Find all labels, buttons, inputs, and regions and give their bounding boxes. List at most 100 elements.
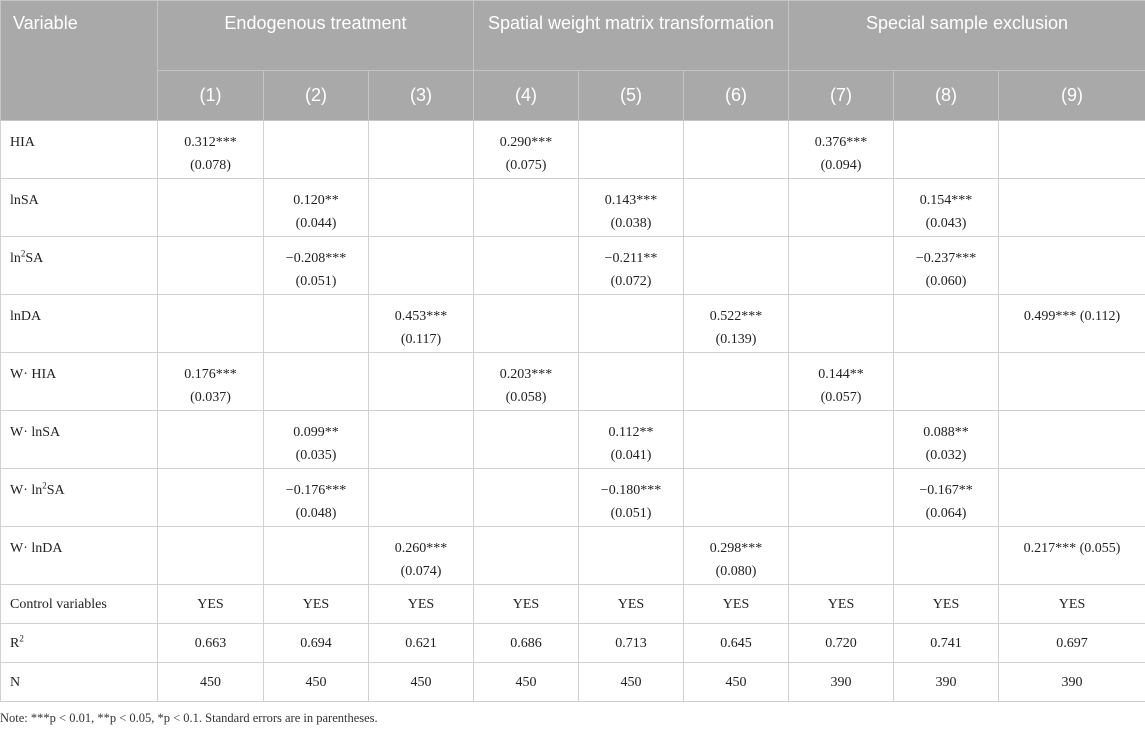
table-cell (368, 236, 474, 295)
table-cell: 450 (473, 662, 579, 702)
column-header: (2) (263, 70, 369, 121)
table-row: HIA 0.312*** (0.078) 0.290*** (0.075) 0.376**… (0, 120, 1145, 179)
coefficient: 0.176*** (184, 367, 237, 382)
table-cell (473, 468, 579, 527)
table-cell (682, 120, 790, 179)
table-cell: 0.298*** (0.080) (682, 526, 790, 585)
table-cell (578, 120, 684, 179)
variable-header: Variable (0, 0, 158, 121)
table-cell: 450 (578, 662, 684, 702)
table-cell: −0.180*** (0.051) (578, 468, 684, 527)
coefficient: −0.208*** (285, 251, 347, 266)
standard-error: (0.051) (295, 274, 337, 289)
table-cell: 0.290*** (0.075) (473, 120, 579, 179)
column-header-row: (1) (2) (3) (4) (5) (6) (7) (8) (9) (1, 70, 1145, 121)
table-cell (682, 410, 790, 469)
coefficient: 0.376*** (814, 135, 868, 150)
coefficient: 0.312*** (184, 135, 237, 150)
standard-error: (0.051) (610, 506, 652, 521)
table-cell: 0.499*** (0.112) (998, 294, 1145, 353)
table-cell: 0.694 (263, 623, 369, 663)
table-row: N 450 450 450 450 450 450 390 390 390 (0, 662, 1145, 702)
table-row: lnSA 0.120** (0.044) 0.143*** (0.038) 0.154**… (0, 178, 1145, 237)
table-cell: 0.741 (893, 623, 1000, 663)
column-header: (6) (682, 70, 790, 121)
table-cell (473, 178, 579, 237)
table-cell: 0.312*** (0.078) (157, 120, 264, 179)
standard-error: (0.035) (295, 448, 337, 463)
table-cell (368, 410, 474, 469)
table-cell (368, 468, 474, 527)
group-header-row: Variable Endogenous treatment Spatial we… (0, 0, 1145, 121)
standard-error: (0.060) (925, 274, 967, 289)
table-cell (998, 410, 1145, 469)
column-header: (4) (473, 70, 579, 121)
standard-error: (0.041) (610, 448, 652, 463)
table-cell (682, 178, 790, 237)
table-cell: 0.120** (0.044) (263, 178, 369, 237)
table-cell: 0.376*** (0.094) (788, 120, 895, 179)
coefficient: 0.154*** (919, 193, 973, 208)
table-cell (788, 178, 895, 237)
table-cell: YES (473, 584, 579, 624)
table-cell: YES (788, 584, 895, 624)
table-cell: 0.154*** (0.043) (893, 178, 1000, 237)
coefficient: −0.211** (604, 251, 658, 266)
table-cell (157, 178, 264, 237)
row-label: W· ln2SA (0, 468, 158, 527)
table-cell (578, 526, 684, 585)
table-cell: 0.522*** (0.139) (682, 294, 790, 353)
row-label: lnDA (0, 294, 158, 353)
table-cell (263, 526, 369, 585)
row-label: W· HIA (0, 352, 158, 411)
coefficient: 0.099** (293, 425, 339, 440)
table-cell: −0.237*** (0.060) (893, 236, 1000, 295)
table-row: W· lnSA 0.099** (0.035) 0.112** (0.041) 0.088… (0, 410, 1145, 469)
table-cell: 0.143*** (0.038) (578, 178, 684, 237)
table-cell: 0.645 (682, 623, 790, 663)
row-label: Control variables (0, 584, 158, 624)
table-cell: 0.663 (157, 623, 264, 663)
table-cell (578, 352, 684, 411)
standard-error: (0.048) (295, 506, 337, 521)
table-cell (157, 468, 264, 527)
row-label: N (0, 662, 158, 702)
row-label: HIA (0, 120, 158, 179)
table-cell: 450 (368, 662, 474, 702)
table-row: W· ln2SA −0.176*** (0.048) −0.180*** (0.051)… (0, 468, 1145, 527)
table-cell (788, 468, 895, 527)
table-cell (473, 410, 579, 469)
table-cell (998, 468, 1145, 527)
table-cell: 0.453*** (0.117) (368, 294, 474, 353)
table-cell: 0.112** (0.041) (578, 410, 684, 469)
table-cell (682, 236, 790, 295)
table-cell: −0.208*** (0.051) (263, 236, 369, 295)
table-cell (788, 294, 895, 353)
column-header: (7) (788, 70, 895, 121)
table-cell: 450 (157, 662, 264, 702)
standard-error: (0.043) (925, 216, 967, 231)
column-header: (5) (578, 70, 684, 121)
group-header-spatial: Spatial weight matrix transformation (472, 0, 790, 71)
standard-error: (0.044) (295, 216, 337, 231)
table-cell (473, 236, 579, 295)
table-cell: YES (157, 584, 264, 624)
column-header: (3) (368, 70, 474, 121)
table-cell: −0.211** (0.072) (578, 236, 684, 295)
table-cell (263, 352, 369, 411)
coefficient: 0.143*** (604, 193, 658, 208)
group-header-special-sample: Special sample exclusion (788, 0, 1145, 71)
table-cell (157, 526, 264, 585)
standard-error: (0.058) (505, 390, 547, 405)
table-cell: 0.697 (998, 623, 1145, 663)
table-cell: YES (368, 584, 474, 624)
coefficient: 0.260*** (394, 541, 448, 556)
coefficient: 0.298*** (709, 541, 763, 556)
row-label: ln2SA (0, 236, 158, 295)
table-row: Control variables YES YES YES YES YES YES YES YE… (0, 584, 1145, 624)
coefficient: 0.120** (293, 193, 339, 208)
table-cell: 0.686 (473, 623, 579, 663)
row-label: W· lnDA (0, 526, 158, 585)
table-cell (473, 526, 579, 585)
table-cell (368, 178, 474, 237)
